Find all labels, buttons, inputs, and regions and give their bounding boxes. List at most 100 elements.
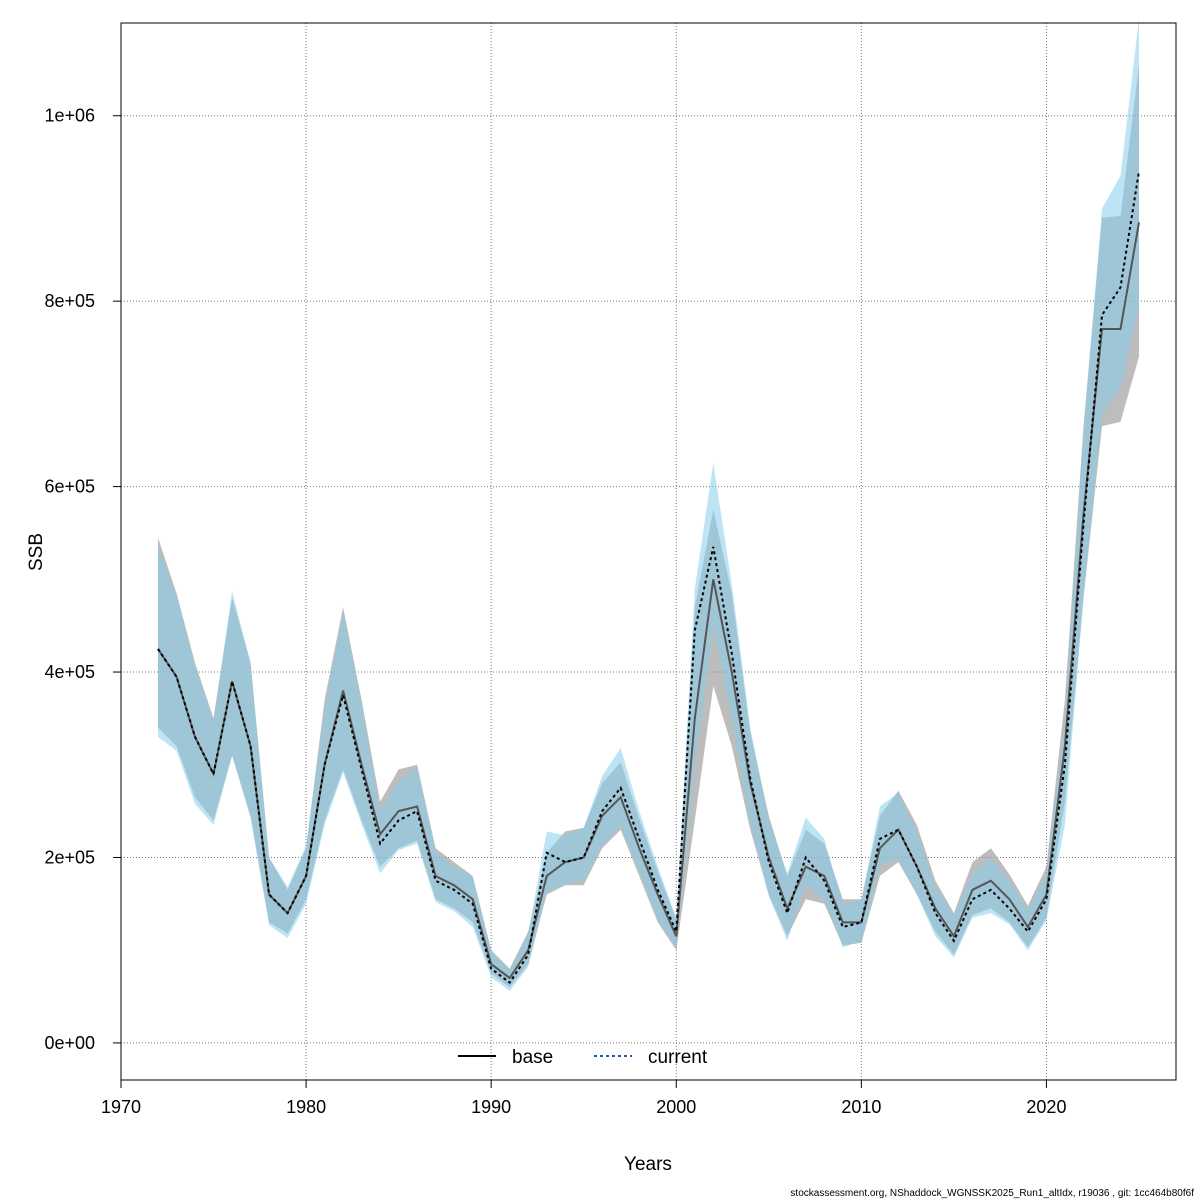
data-point-current (675, 930, 677, 932)
data-point-base (379, 833, 381, 835)
data-point-current (342, 694, 344, 696)
data-point-base (953, 935, 955, 937)
data-point-base (805, 866, 807, 868)
data-point-current (249, 745, 251, 747)
data-point-current (379, 842, 381, 844)
data-point-base (638, 847, 640, 849)
data-point-current (971, 898, 973, 900)
data-point-base (453, 884, 455, 886)
data-point-current (1064, 764, 1066, 766)
data-point-current (175, 675, 177, 677)
data-point-current (527, 954, 529, 956)
data-point-current (397, 819, 399, 821)
legend-label-base: base (512, 1047, 553, 1068)
data-point-base (1064, 745, 1066, 747)
data-point-base (971, 889, 973, 891)
footer-note: stockassessment.org, NShaddock_WGNSSK202… (790, 1188, 1194, 1199)
data-point-base (879, 847, 881, 849)
y-tick-label: 6e+05 (44, 477, 95, 497)
data-point-current (268, 893, 270, 895)
data-point-current (749, 777, 751, 779)
data-point-current (416, 810, 418, 812)
y-tick-label: 1e+06 (44, 106, 95, 126)
data-point-current (360, 768, 362, 770)
data-point-current (712, 546, 714, 548)
x-tick-label: 2010 (841, 1097, 881, 1117)
data-point-base (749, 782, 751, 784)
data-point-base (675, 935, 677, 937)
data-point-current (620, 787, 622, 789)
data-point-base (934, 907, 936, 909)
x-tick-label: 1990 (471, 1097, 511, 1117)
y-tick-label: 4e+05 (44, 662, 95, 682)
legend: base current (458, 1047, 708, 1068)
data-point-current (286, 912, 288, 914)
y-tick-label: 0e+00 (44, 1033, 95, 1053)
data-point-base (1027, 926, 1029, 928)
data-point-base (1045, 893, 1047, 895)
data-point-current (897, 828, 899, 830)
data-point-base (990, 879, 992, 881)
data-point-base (842, 921, 844, 923)
data-point-current (879, 838, 881, 840)
data-point-current (508, 981, 510, 983)
data-point-current (323, 764, 325, 766)
data-point-base (546, 875, 548, 877)
x-tick-label: 2020 (1026, 1097, 1066, 1117)
data-point-current (434, 879, 436, 881)
axes: 1970 1980 1990 2000 2010 2020 0e+00 2e+05 4e+05 6… (44, 106, 1066, 1117)
data-point-current (953, 940, 955, 942)
y-axis-title: SSB (26, 533, 47, 571)
data-point-base (1101, 328, 1103, 330)
data-point-current (1101, 314, 1103, 316)
data-point-current (786, 912, 788, 914)
y-tick-label: 8e+05 (44, 291, 95, 311)
data-point-current (1045, 898, 1047, 900)
y-tick-label: 2e+05 (44, 847, 95, 867)
data-point-base (712, 578, 714, 580)
data-point-current (564, 861, 566, 863)
data-point-base (342, 689, 344, 691)
grid-lines (120, 23, 1176, 1080)
data-point-base (434, 875, 436, 877)
data-point-current (1027, 930, 1029, 932)
line-base (157, 222, 1140, 980)
x-tick-label: 1980 (286, 1097, 326, 1117)
series-lines (157, 171, 1140, 985)
data-point-current (1082, 522, 1084, 524)
data-point-current (768, 861, 770, 863)
data-point-current (990, 889, 992, 891)
data-point-base (657, 893, 659, 895)
data-point-current (731, 652, 733, 654)
data-point-base (731, 671, 733, 673)
data-point-base (694, 717, 696, 719)
data-point-current (805, 856, 807, 858)
data-point-current (934, 912, 936, 914)
data-point-base (508, 977, 510, 979)
data-point-base (527, 949, 529, 951)
data-point-current (157, 648, 159, 650)
confidence-bands (158, 18, 1139, 991)
x-axis-title: Years (624, 1154, 672, 1175)
data-point-current (916, 866, 918, 868)
legend-label-current: current (648, 1047, 708, 1068)
data-point-current (305, 875, 307, 877)
data-point-current (231, 680, 233, 682)
data-point-current (1008, 907, 1010, 909)
data-point-current (860, 921, 862, 923)
data-point-current (694, 629, 696, 631)
x-tick-label: 1970 (101, 1097, 141, 1117)
data-point-base (1082, 513, 1084, 515)
data-point-base (416, 805, 418, 807)
data-point-current (583, 856, 585, 858)
data-point-current (842, 926, 844, 928)
data-point-current (657, 889, 659, 891)
data-point-base (823, 875, 825, 877)
data-point-current (1138, 170, 1140, 172)
data-point-base (1138, 221, 1140, 223)
data-point-base (1008, 898, 1010, 900)
data-point-current (601, 810, 603, 812)
data-point-base (786, 907, 788, 909)
data-point-current (823, 879, 825, 881)
